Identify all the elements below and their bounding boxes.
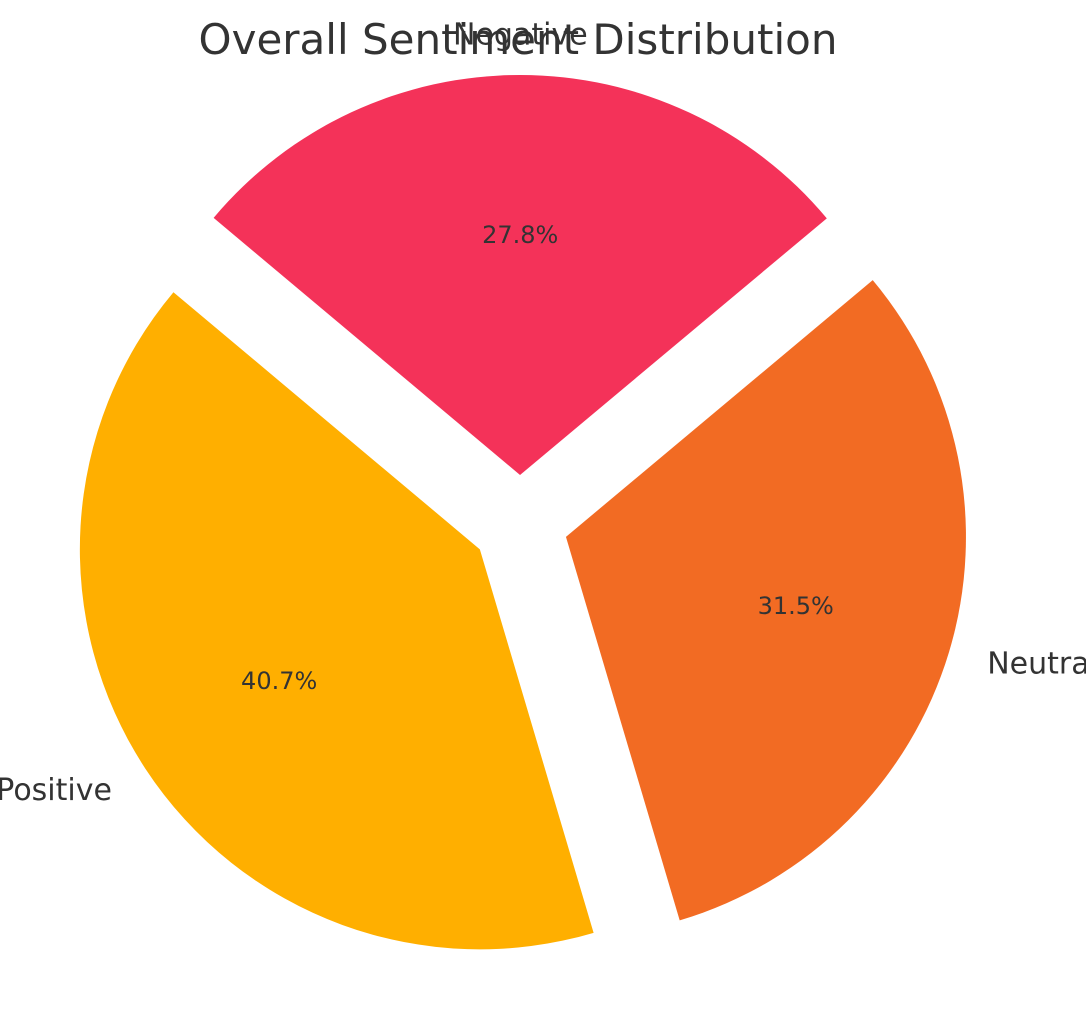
- pie-slice-positive: [79, 292, 594, 950]
- slice-label-neutral: Neutral: [987, 646, 1086, 681]
- pie-labels: 40.7% Positive 31.5% Neutral 27.8% Negative: [0, 18, 1086, 809]
- percent-label-positive: 40.7%: [241, 667, 317, 695]
- chart-title: Overall Sentiment Distribution: [199, 15, 838, 64]
- slice-label-positive: Positive: [0, 773, 112, 808]
- percent-label-neutral: 31.5%: [758, 592, 834, 620]
- pie-slice-neutral: [565, 280, 966, 921]
- pie-slices: [79, 75, 966, 950]
- slice-label-negative: Negative: [453, 18, 588, 53]
- percent-label-negative: 27.8%: [482, 221, 558, 249]
- pie-slice-negative: [213, 75, 827, 476]
